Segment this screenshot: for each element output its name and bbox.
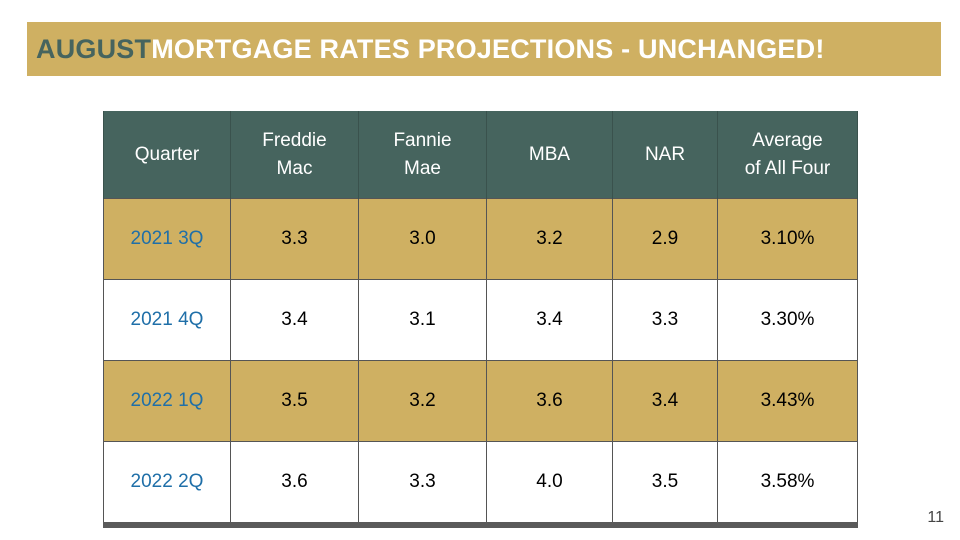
- average-cell: 3.58%: [717, 441, 858, 526]
- header-mba: MBA: [486, 111, 613, 199]
- fannie-mae-cell: 3.2: [358, 360, 487, 442]
- mba-cell: 3.2: [486, 198, 613, 280]
- header-average-line2: of All Four: [744, 157, 831, 179]
- header-fannie-mae-line1: Fannie: [393, 129, 452, 151]
- average-cell: 3.43%: [717, 360, 858, 442]
- header-average: Average of All Four: [717, 111, 858, 199]
- mba-cell: 4.0: [486, 441, 613, 526]
- table-row: 2021 3Q 3.3 3.0 3.2 2.9 3.10%: [103, 198, 858, 280]
- nar-cell: 3.4: [612, 360, 718, 442]
- quarter-cell: 2022 2Q: [103, 441, 231, 526]
- header-nar: NAR: [612, 111, 718, 199]
- table-header-row: Quarter Freddie Mac Fannie Mae MBA NAR Ave…: [103, 111, 858, 199]
- freddie-mac-cell: 3.5: [230, 360, 359, 442]
- fannie-mae-cell: 3.0: [358, 198, 487, 280]
- quarter-cell: 2021 4Q: [103, 279, 231, 361]
- header-freddie-mac-line2: Mac: [276, 157, 313, 179]
- fannie-mae-cell: 3.1: [358, 279, 487, 361]
- freddie-mac-cell: 3.4: [230, 279, 359, 361]
- quarter-cell: 2022 1Q: [103, 360, 231, 442]
- header-fannie-mae: Fannie Mae: [358, 111, 487, 199]
- table-row: 2022 2Q 3.6 3.3 4.0 3.5 3.58%: [103, 441, 858, 526]
- mba-cell: 3.6: [486, 360, 613, 442]
- mortgage-rates-table: Quarter Freddie Mac Fannie Mae MBA NAR Ave…: [103, 111, 858, 528]
- average-cell: 3.30%: [717, 279, 858, 361]
- average-cell: 3.10%: [717, 198, 858, 280]
- fannie-mae-cell: 3.3: [358, 441, 487, 526]
- title-main-text: MORTGAGE RATES PROJECTIONS - UNCHANGED!: [151, 33, 825, 64]
- nar-cell: 3.3: [612, 279, 718, 361]
- header-fannie-mae-line2: Mae: [404, 157, 441, 179]
- table-row: 2021 4Q 3.4 3.1 3.4 3.3 3.30%: [103, 279, 858, 361]
- header-average-line1: Average: [752, 129, 823, 151]
- header-freddie-mac-line1: Freddie: [262, 129, 327, 151]
- table-row: 2022 1Q 3.5 3.2 3.6 3.4 3.43%: [103, 360, 858, 442]
- mba-cell: 3.4: [486, 279, 613, 361]
- freddie-mac-cell: 3.6: [230, 441, 359, 526]
- header-quarter: Quarter: [103, 111, 231, 199]
- nar-cell: 2.9: [612, 198, 718, 280]
- nar-cell: 3.5: [612, 441, 718, 526]
- quarter-cell: 2021 3Q: [103, 198, 231, 280]
- slide-title: AUGUST MORTGAGE RATES PROJECTIONS - UNCH…: [27, 22, 941, 76]
- freddie-mac-cell: 3.3: [230, 198, 359, 280]
- title-accent-text: AUGUST: [36, 33, 152, 64]
- page-number: 11: [927, 509, 944, 526]
- header-freddie-mac: Freddie Mac: [230, 111, 359, 199]
